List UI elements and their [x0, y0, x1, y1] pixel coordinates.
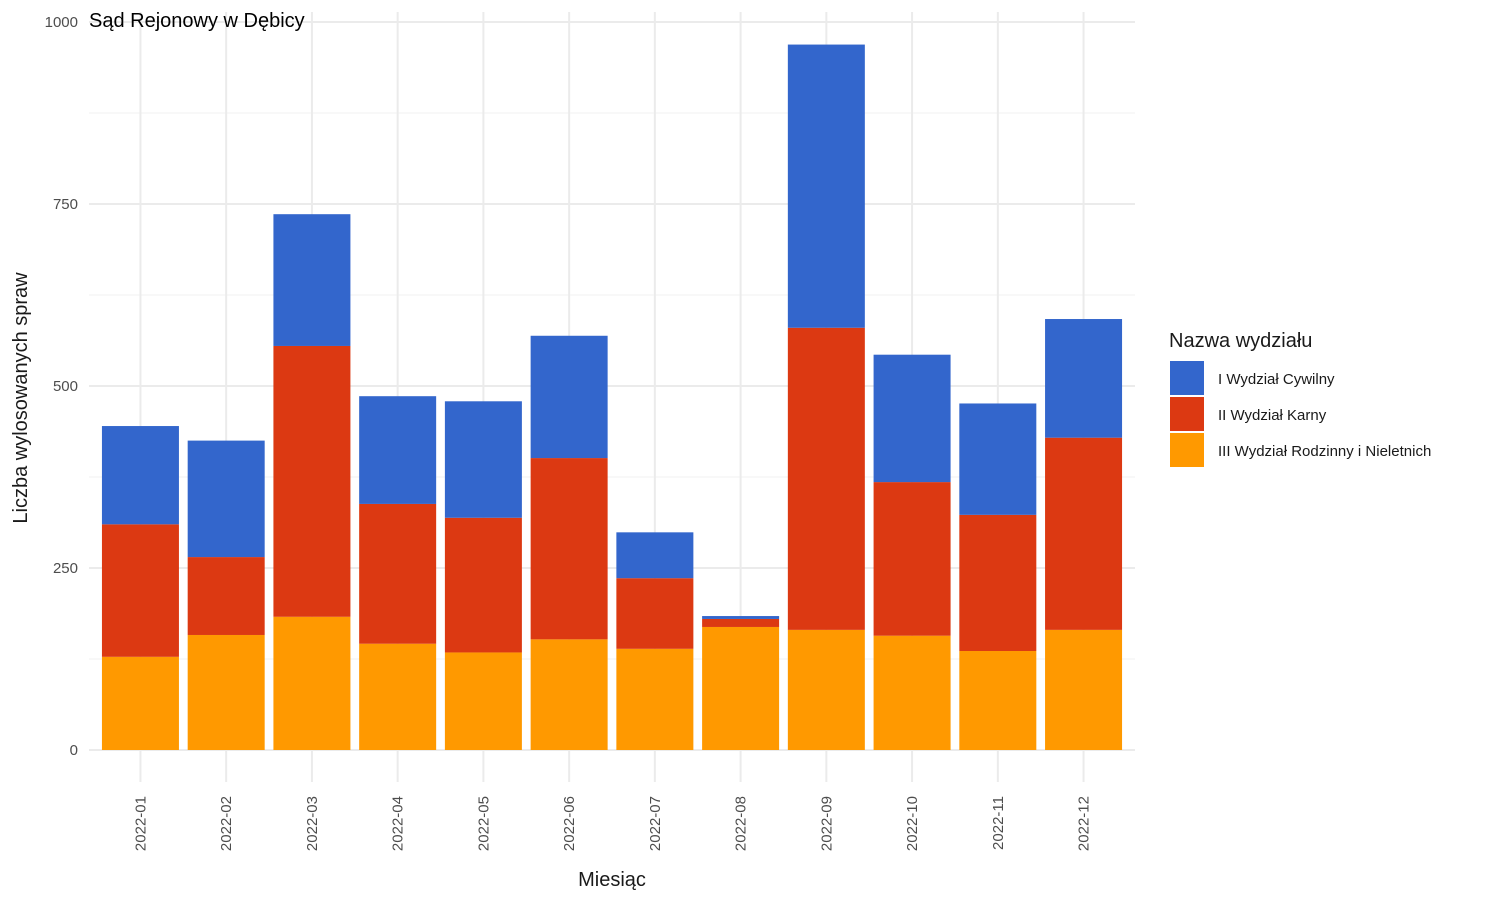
bar-segment-2022-07-series-3: [616, 532, 694, 579]
bar-segment-2022-08-series-2: [702, 618, 780, 627]
x-tick-label: 2022-07: [647, 796, 664, 851]
bar-segment-2022-07-series-2: [616, 578, 694, 649]
x-tick-label: 2022-03: [304, 796, 321, 851]
bar-segment-2022-02-series-2: [187, 557, 265, 635]
bar-segment-2022-01-series-3: [101, 426, 179, 525]
bar-segment-2022-08-series-1: [702, 626, 780, 750]
x-tick-label: 2022-01: [132, 796, 149, 851]
bar-segment-2022-02-series-1: [187, 634, 265, 750]
legend-title: Nazwa wydziału: [1169, 330, 1312, 352]
x-tick-labels: 2022-01 2022-02 2022-03 2022-04 2022-05 2022-…: [132, 796, 1092, 851]
bar-segment-2022-01-series-1: [101, 656, 179, 750]
x-tick-label: 2022-06: [561, 796, 578, 851]
bar-segment-2022-09-series-1: [787, 629, 865, 750]
x-tick-label: 2022-10: [904, 796, 921, 851]
legend-label: III Wydział Rodzinny i Nieletnich: [1218, 443, 1431, 460]
y-tick-label: 500: [53, 378, 78, 395]
x-tick-label: 2022-04: [390, 796, 407, 851]
y-axis-title: Liczba wylosowanych spraw: [10, 272, 32, 524]
bar-segment-2022-05-series-3: [444, 401, 522, 518]
bar-segment-2022-04-series-1: [359, 643, 437, 750]
bar-segment-2022-12-series-1: [1045, 629, 1123, 750]
bar-segment-2022-12-series-3: [1045, 319, 1123, 438]
bar-segment-2022-01-series-2: [101, 524, 179, 657]
bar-segment-2022-03-series-1: [273, 616, 351, 750]
bar-segment-2022-05-series-2: [444, 517, 522, 653]
legend-swatch: [1170, 361, 1204, 395]
y-tick-label: 0: [70, 742, 78, 759]
legend-label: I Wydział Cywilny: [1218, 371, 1335, 388]
x-axis-title: Miesiąc: [578, 869, 646, 891]
bar-segment-2022-06-series-2: [530, 458, 608, 640]
x-tick-label: 2022-02: [218, 796, 235, 851]
bar-segment-2022-10-series-2: [873, 482, 951, 636]
bar-segment-2022-02-series-3: [187, 440, 265, 558]
bar-segment-2022-07-series-1: [616, 648, 694, 750]
bar-segment-2022-05-series-1: [444, 652, 522, 750]
bar-segment-2022-09-series-2: [787, 327, 865, 630]
y-tick-labels: 0 250 500 750 1000: [45, 14, 78, 759]
bar-segment-2022-11-series-1: [959, 650, 1037, 750]
bar-segment-2022-11-series-3: [959, 403, 1037, 515]
bar-segment-2022-12-series-2: [1045, 437, 1123, 630]
bar-segment-2022-04-series-2: [359, 503, 437, 644]
legend-swatch: [1170, 397, 1204, 431]
x-tick-label: 2022-11: [990, 796, 1007, 850]
bar-segment-2022-08-series-3: [702, 616, 780, 619]
x-tick-label: 2022-05: [475, 796, 492, 851]
y-tick-label: 1000: [45, 14, 78, 31]
bar-segment-2022-06-series-1: [530, 639, 608, 750]
bars: [101, 44, 1123, 750]
x-tick-label: 2022-09: [818, 796, 835, 851]
legend-swatch: [1170, 433, 1204, 467]
chart-title: Sąd Rejonowy w Dębicy: [89, 10, 305, 32]
bar-segment-2022-09-series-3: [787, 44, 865, 328]
x-tick-label: 2022-08: [733, 796, 750, 851]
bar-segment-2022-10-series-3: [873, 354, 951, 483]
x-tick-label: 2022-12: [1076, 796, 1093, 851]
legend-label: II Wydział Karny: [1218, 407, 1327, 424]
bar-segment-2022-03-series-3: [273, 214, 351, 346]
bar-segment-2022-06-series-3: [530, 335, 608, 459]
bar-segment-2022-04-series-3: [359, 396, 437, 504]
bar-segment-2022-03-series-2: [273, 345, 351, 617]
y-tick-label: 750: [53, 196, 78, 213]
legend: Nazwa wydziału I Wydział Cywilny II Wydzi…: [1169, 330, 1431, 467]
bar-segment-2022-10-series-1: [873, 635, 951, 750]
y-tick-label: 250: [53, 560, 78, 577]
bar-segment-2022-11-series-2: [959, 514, 1037, 651]
